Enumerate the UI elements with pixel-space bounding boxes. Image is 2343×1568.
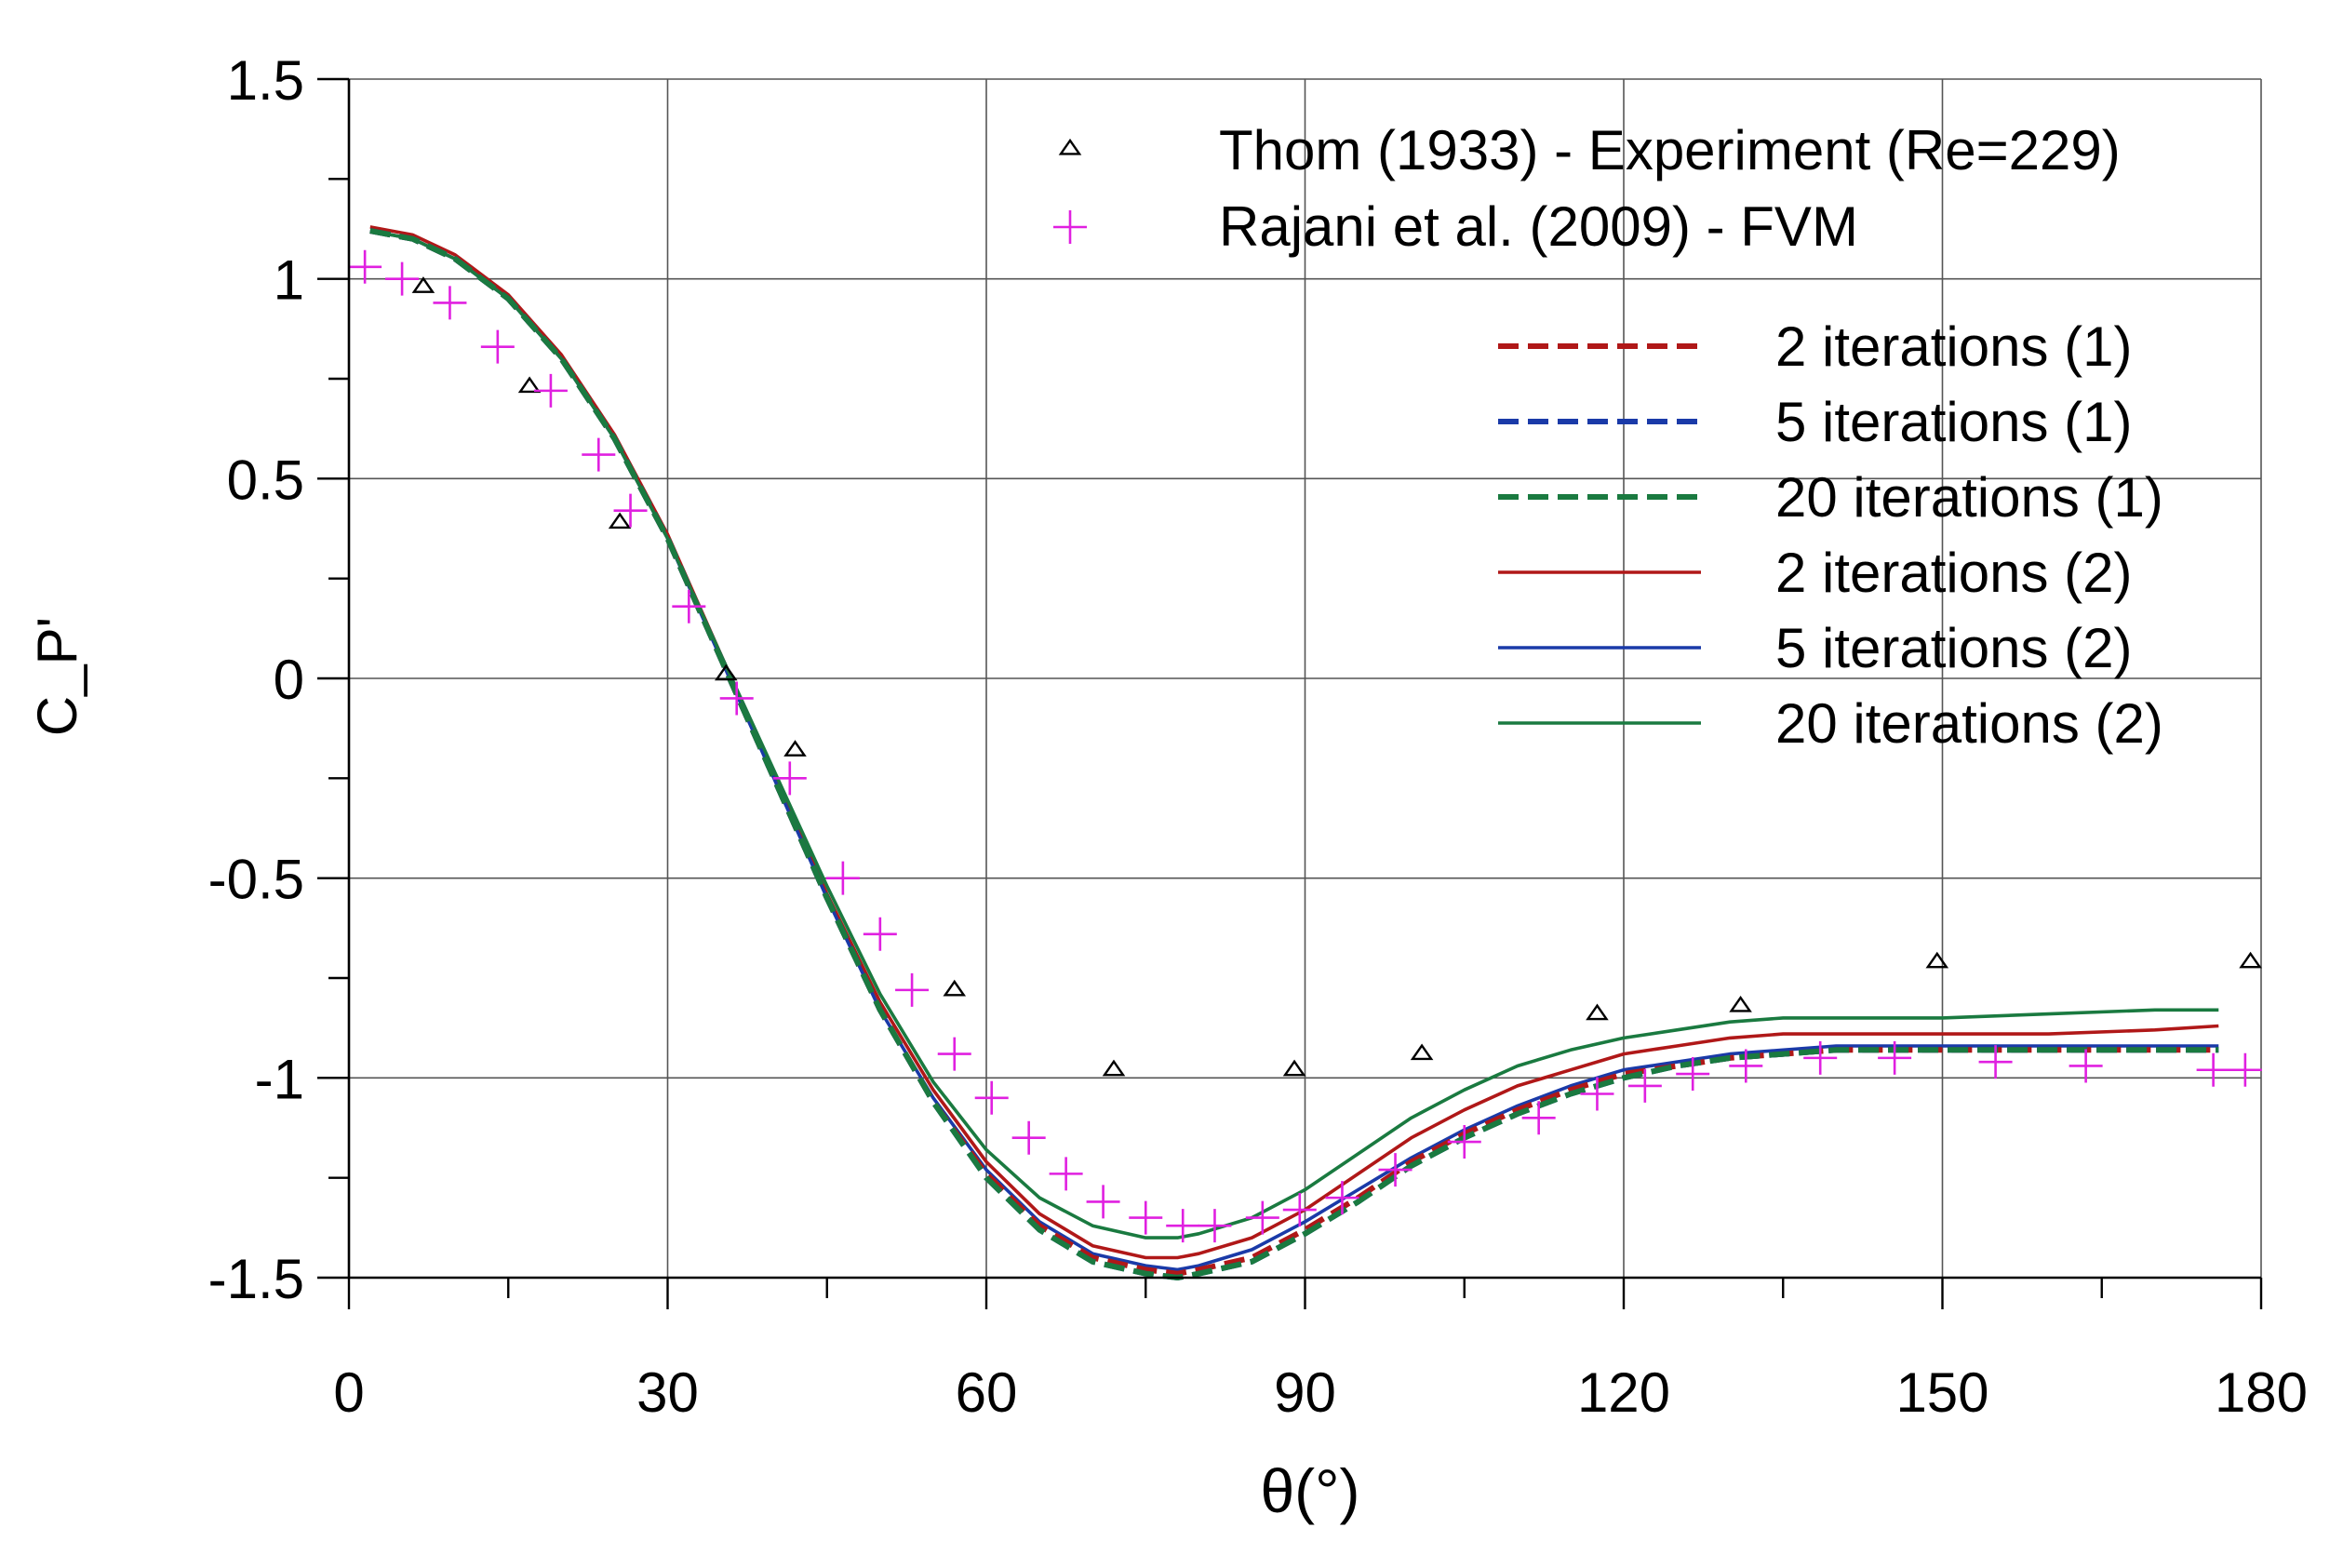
data-point-fvm	[1086, 1185, 1120, 1219]
legend-label: 2 iterations (1)	[1775, 315, 2133, 378]
data-point-fvm	[1378, 1153, 1412, 1187]
x-tick-label: 90	[1274, 1361, 1336, 1424]
data-point-fvm	[1676, 1057, 1710, 1092]
data-point-fvm	[1878, 1040, 1912, 1075]
data-point-fvm	[1580, 1077, 1614, 1111]
y-tick-label: 1.5	[227, 49, 304, 112]
legend-label: Rajani et al. (2009) - FVM	[1219, 195, 1858, 258]
x-tick-label: 120	[1577, 1361, 1670, 1424]
legend: Thom (1933) - Experiment (Re=229) Rajani …	[1053, 119, 2163, 755]
data-point-fvm	[1803, 1040, 1838, 1075]
data-point-fvm	[2069, 1049, 2103, 1083]
y-tick-label: 1	[274, 249, 304, 312]
data-point-experiment	[1102, 1059, 1126, 1077]
data-point-fvm	[1729, 1049, 1763, 1083]
y-tick-label: -1	[255, 1048, 304, 1110]
x-axis-label: θ(°)	[1260, 1456, 1359, 1525]
series-line-20-iterations-1	[369, 228, 2219, 1280]
y-axis-label: C_P'	[26, 617, 88, 736]
y-tick-label: 0	[274, 649, 304, 711]
data-point-experiment	[2239, 951, 2262, 969]
data-point-fvm	[2228, 1052, 2262, 1087]
legend-label: 2 iterations (2)	[1775, 542, 2133, 604]
x-tick-label: 0	[333, 1361, 364, 1424]
data-point-fvm	[772, 761, 807, 796]
data-point-fvm	[974, 1080, 1009, 1115]
x-tick-label: 180	[2215, 1361, 2308, 1424]
data-point-experiment	[943, 979, 967, 997]
y-axis-label-group: C_P'	[26, 617, 88, 736]
legend-label: Thom (1933) - Experiment (Re=229)	[1219, 119, 2121, 181]
data-point-fvm	[1049, 1157, 1083, 1191]
legend-label: 20 iterations (1)	[1775, 466, 2163, 529]
data-point-fvm	[1978, 1045, 2013, 1079]
data-point-experiment	[1586, 1003, 1609, 1021]
data-point-experiment	[411, 276, 435, 293]
data-point-fvm	[1198, 1209, 1232, 1243]
data-point-experiment	[517, 376, 542, 394]
x-tick-label: 150	[1895, 1361, 1988, 1424]
tick-labels: 0 30 60 90 120 150 180 1.5 1 0.5 0 -0.5 -1 -1.5	[208, 49, 2308, 1424]
axes	[347, 79, 2261, 1280]
data-point-fvm	[937, 1037, 971, 1071]
data-point-experiment	[714, 663, 738, 681]
x-tick-label: 30	[636, 1361, 699, 1424]
data-point-experiment	[1282, 1059, 1306, 1077]
data-point-fvm	[1282, 1193, 1317, 1227]
data-point-experiment	[1925, 951, 1949, 969]
data-point-fvm	[385, 261, 420, 296]
data-point-fvm	[2196, 1052, 2230, 1087]
data-point-fvm	[1166, 1209, 1200, 1243]
data-point-fvm	[1129, 1200, 1163, 1235]
data-point-fvm	[480, 329, 515, 364]
data-point-fvm	[1521, 1101, 1556, 1135]
data-point-fvm	[433, 286, 467, 320]
series-line-2-iterations-2	[369, 225, 2219, 1260]
legend-label: 5 iterations (1)	[1775, 391, 2133, 453]
data-point-fvm	[533, 373, 568, 408]
data-point-fvm	[1447, 1125, 1481, 1159]
data-point-experiment	[783, 740, 807, 757]
data-point-fvm	[895, 972, 930, 1007]
data-point-fvm	[863, 917, 897, 951]
data-point-fvm	[582, 437, 616, 472]
x-tick-label: 60	[956, 1361, 1018, 1424]
data-point-fvm	[1325, 1181, 1359, 1215]
y-tick-label: -1.5	[208, 1248, 304, 1310]
data-point-experiment	[1410, 1043, 1434, 1061]
legend-label: 20 iterations (2)	[1775, 692, 2163, 755]
data-point-fvm	[719, 681, 754, 716]
data-point-fvm	[825, 861, 860, 895]
data-point-fvm	[672, 589, 706, 623]
y-tick-label: -0.5	[208, 849, 304, 911]
axis-ticks	[317, 77, 2263, 1309]
data-point-fvm	[613, 493, 648, 528]
data-point-fvm	[348, 249, 382, 284]
legend-marker-experiment	[1058, 138, 1082, 155]
data-point-fvm	[1245, 1200, 1279, 1235]
data-point-fvm	[1011, 1120, 1046, 1155]
data-point-experiment	[1729, 995, 1752, 1012]
data-point-fvm	[1627, 1068, 1662, 1103]
y-tick-label: 0.5	[227, 449, 304, 511]
legend-marker-fvm	[1053, 210, 1087, 244]
series-layer	[348, 225, 2262, 1280]
data-point-experiment	[608, 512, 632, 529]
legend-label: 5 iterations (2)	[1775, 617, 2133, 679]
